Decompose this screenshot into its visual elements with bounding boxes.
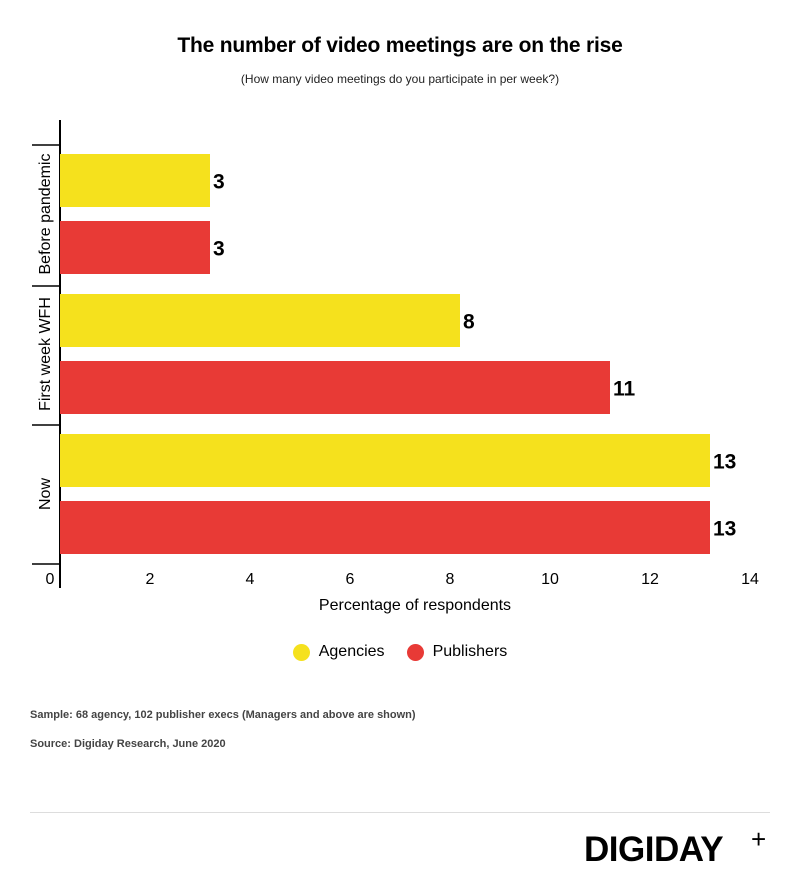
bar-now-publishers — [60, 501, 710, 554]
bar-first-week-wfh-publishers — [60, 361, 610, 414]
bar-first-week-wfh-agencies — [60, 294, 460, 347]
value-label-now-publishers: 13 — [713, 518, 736, 541]
footer-divider — [30, 812, 770, 813]
chart-title: The number of video meetings are on the … — [177, 34, 623, 57]
logo-wordmark: DIGIDAY — [584, 830, 724, 869]
x-tick-label-4: 4 — [246, 571, 255, 588]
x-tick-label-8: 8 — [446, 571, 455, 588]
value-label-now-agencies: 13 — [713, 451, 736, 474]
x-tick-label-10: 10 — [541, 571, 559, 588]
legend-label-publishers: Publishers — [432, 643, 508, 660]
source-note: Source: Digiday Research, June 2020 — [30, 738, 226, 750]
category-label-before-pandemic: Before pandemic — [37, 154, 54, 275]
x-tick-label-0: 0 — [46, 571, 55, 588]
value-label-first-week-wfh-publishers: 11 — [613, 378, 636, 401]
sample-note: Sample: 68 agency, 102 publisher execs (… — [30, 709, 416, 721]
category-label-now: Now — [37, 478, 54, 510]
chart-subtitle: (How many video meetings do you particip… — [240, 72, 560, 86]
bar-before-pandemic-agencies — [60, 154, 210, 207]
legend-label-agencies: Agencies — [318, 643, 385, 660]
x-tick-label-2: 2 — [146, 571, 155, 588]
digiday-logo: DIGIDAY + — [584, 826, 784, 876]
logo-plus: + — [751, 824, 767, 854]
legend-item-agencies: Agencies — [292, 643, 385, 661]
legend: Agencies Publishers — [0, 643, 800, 661]
x-tick-label-6: 6 — [346, 571, 355, 588]
legend-swatch-agencies — [292, 643, 310, 661]
value-label-before-pandemic-publishers: 3 — [213, 238, 225, 261]
legend-item-publishers: Publishers — [406, 643, 508, 661]
value-label-before-pandemic-agencies: 3 — [213, 171, 225, 194]
x-tick-label-14: 14 — [741, 571, 759, 588]
bar-chart: 3 3 Before pandemic 8 11 First week WFH 13 13 No… — [32, 120, 759, 614]
bar-now-agencies — [60, 434, 710, 487]
category-label-first-week-wfh: First week WFH — [37, 297, 54, 411]
value-label-first-week-wfh-agencies: 8 — [463, 311, 475, 334]
x-tick-label-12: 12 — [641, 571, 659, 588]
bar-before-pandemic-publishers — [60, 221, 210, 274]
x-axis-label: Percentage of respondents — [319, 597, 511, 614]
legend-swatch-publishers — [406, 643, 424, 661]
